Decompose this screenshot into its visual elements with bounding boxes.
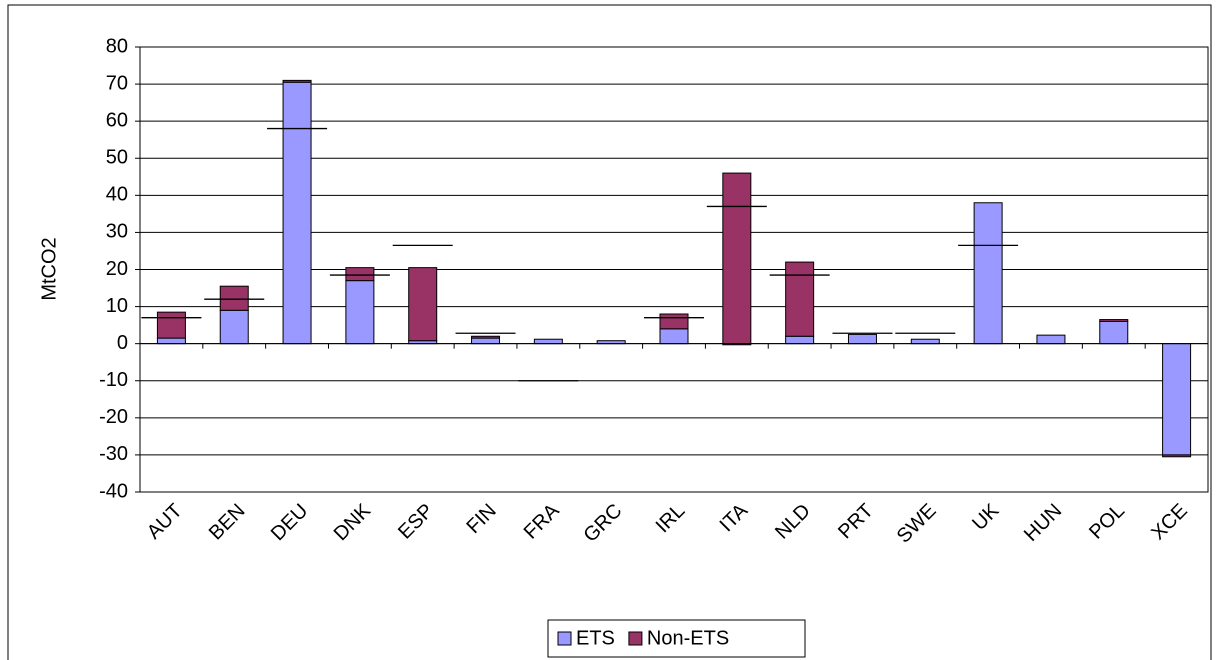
bar-segment bbox=[722, 172, 752, 345]
bar-segment bbox=[1162, 343, 1192, 456]
legend-box bbox=[547, 619, 806, 658]
bar-segment bbox=[345, 267, 375, 282]
y-axis-title: MtCO2 bbox=[38, 237, 60, 300]
bar-segment bbox=[471, 335, 501, 339]
bar-segment bbox=[785, 335, 815, 345]
bar-segment bbox=[1099, 320, 1129, 345]
bar-segment bbox=[533, 338, 563, 345]
x-tick-label: FRA bbox=[520, 499, 564, 543]
y-tick-label: 60 bbox=[106, 109, 128, 131]
chart-frame bbox=[7, 4, 1212, 660]
x-tick-label: DNK bbox=[330, 499, 376, 545]
bar-segment bbox=[219, 285, 249, 311]
y-tick-label: -10 bbox=[99, 369, 128, 391]
x-tick-label: DEU bbox=[267, 500, 312, 545]
bar-segment bbox=[659, 313, 689, 330]
legend-label: Non-ETS bbox=[647, 627, 729, 649]
legend-swatch bbox=[557, 631, 572, 646]
bar-segment bbox=[156, 311, 186, 339]
x-tick-label: AUT bbox=[143, 500, 187, 544]
bar-segment bbox=[471, 337, 501, 345]
y-tick-label: 40 bbox=[106, 184, 128, 206]
y-tick-label: -20 bbox=[99, 406, 128, 428]
y-tick-label: 70 bbox=[106, 72, 128, 94]
bar-segment bbox=[910, 338, 940, 345]
bar-segment bbox=[785, 261, 815, 337]
x-tick-label: IRL bbox=[652, 500, 690, 538]
legend-swatch bbox=[628, 631, 643, 646]
x-tick-label: SWE bbox=[893, 500, 941, 548]
y-tick-label: -40 bbox=[99, 480, 128, 502]
bar-segment bbox=[973, 202, 1003, 345]
bar-segment bbox=[659, 328, 689, 345]
bar-segment bbox=[282, 79, 312, 83]
bar-segment bbox=[156, 337, 186, 345]
bar-segment bbox=[1162, 454, 1192, 458]
bar-segment bbox=[345, 280, 375, 345]
x-tick-label: HUN bbox=[1020, 500, 1066, 546]
bar-segment bbox=[1036, 334, 1066, 345]
x-tick-label: FIN bbox=[462, 500, 500, 538]
x-tick-label: NLD bbox=[771, 500, 815, 544]
legend-label: ETS bbox=[576, 627, 615, 649]
x-tick-label: BEN bbox=[205, 500, 250, 545]
x-tick-label: ITA bbox=[716, 499, 753, 536]
y-tick-label: 80 bbox=[106, 35, 128, 57]
bar-segment bbox=[219, 309, 249, 345]
y-tick-label: -30 bbox=[99, 443, 128, 465]
y-tick-label: 20 bbox=[106, 258, 128, 280]
y-tick-label: 0 bbox=[117, 332, 128, 354]
x-tick-label: PRT bbox=[834, 500, 878, 544]
bar-segment bbox=[282, 81, 312, 345]
x-tick-label: XCE bbox=[1147, 500, 1192, 545]
x-tick-label: ESP bbox=[394, 500, 438, 544]
x-tick-label: GRC bbox=[579, 500, 626, 547]
bar-segment bbox=[408, 267, 438, 342]
x-tick-label: POL bbox=[1085, 500, 1129, 544]
y-tick-label: 30 bbox=[106, 221, 128, 243]
y-tick-label: 50 bbox=[106, 147, 128, 169]
y-tick-label: 10 bbox=[106, 295, 128, 317]
x-tick-label: UK bbox=[968, 499, 1004, 535]
bar-segment bbox=[1099, 319, 1129, 322]
bar-segment bbox=[847, 333, 877, 345]
